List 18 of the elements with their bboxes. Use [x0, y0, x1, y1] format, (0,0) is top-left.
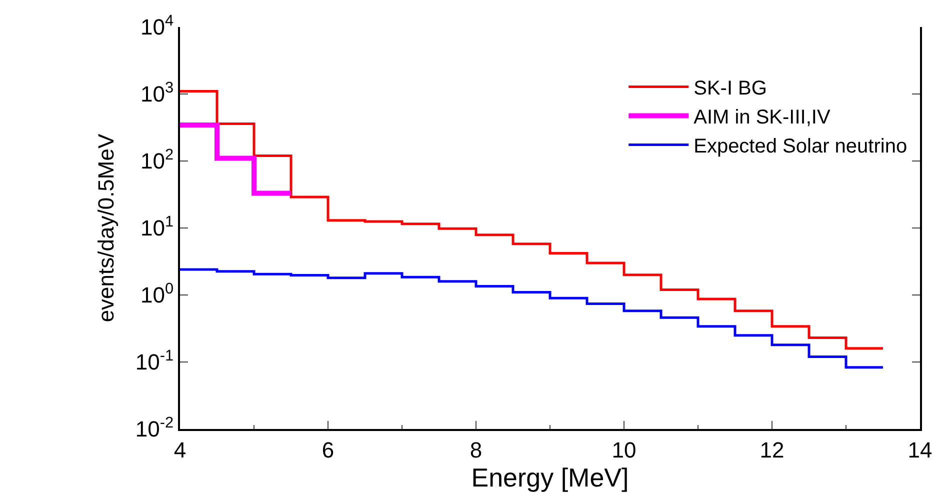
y-tick-label: 10$^{4}$: [140, 12, 174, 40]
legend-label: AIM in SK-III,IV: [694, 106, 831, 128]
x-tick-label: 8: [470, 437, 482, 462]
y-tick-label: 10$^{1}$: [140, 213, 174, 241]
x-tick-label: 6: [322, 437, 334, 462]
x-tick-label: 14: [908, 437, 932, 462]
legend-label: Expected Solar neutrino: [694, 136, 908, 158]
y-tick-label: 10$^{3}$: [140, 79, 174, 107]
x-axis-title: Energy [MeV]: [471, 462, 629, 492]
y-tick-label: 10$^{-2}$: [135, 414, 174, 442]
y-tick-label: 10$^{0}$: [140, 280, 174, 308]
y-tick-label: 10$^{2}$: [140, 146, 174, 174]
y-axis-title: events/day/0.5MeV: [94, 134, 119, 322]
legend-label: SK-I BG: [694, 78, 767, 100]
x-tick-label: 12: [760, 437, 784, 462]
x-tick-label: 10: [612, 437, 636, 462]
x-tick-label: 4: [174, 437, 186, 462]
y-tick-label: 10$^{-1}$: [135, 347, 174, 375]
